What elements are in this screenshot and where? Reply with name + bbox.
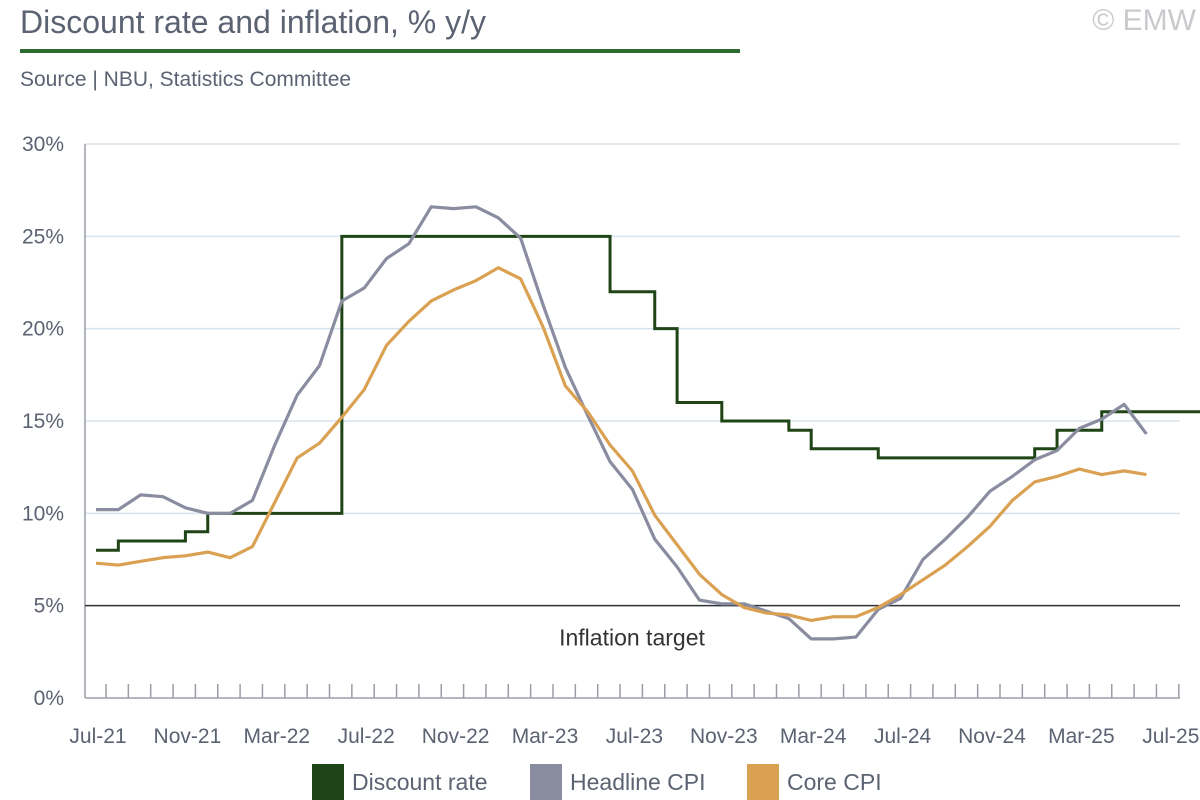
- y-tick-label: 0%: [34, 687, 64, 710]
- x-tick-label: Mar-23: [512, 725, 579, 748]
- x-tick-label: Mar-22: [244, 725, 311, 748]
- chart-title: Discount rate and inflation, % y/y: [20, 4, 487, 40]
- x-tick-label: Jul-24: [874, 725, 932, 748]
- legend-item-discount-rate: Discount rate: [312, 764, 488, 800]
- headline-cpi-line: [96, 205, 1148, 641]
- y-tick-label: 10%: [22, 502, 64, 525]
- legend-item-headline-cpi: Headline CPI: [530, 764, 706, 800]
- legend-label-core-cpi: Core CPI: [787, 768, 882, 795]
- chart-subtitle: Source | NBU, Statistics Committee: [20, 68, 352, 91]
- inflation-target-label: Inflation target: [559, 625, 705, 651]
- x-tick-label: Mar-25: [1048, 725, 1115, 748]
- legend-item-core-cpi: Core CPI: [747, 764, 882, 800]
- legend-swatch-core-cpi: [747, 764, 779, 800]
- y-tick-label: 25%: [22, 225, 64, 248]
- x-tick-label: Mar-24: [780, 725, 847, 748]
- x-tick-label: Jul-22: [338, 725, 395, 748]
- x-tick-label: Jul-25: [1142, 725, 1199, 748]
- y-tick-label: 5%: [34, 595, 64, 618]
- x-tick-label: Nov-22: [422, 725, 490, 748]
- legend-label-headline-cpi: Headline CPI: [570, 768, 706, 795]
- y-tick-label: 30%: [22, 133, 64, 156]
- y-tick-label: 15%: [22, 410, 64, 433]
- title-underline: [20, 49, 740, 53]
- legend-label-discount-rate: Discount rate: [352, 768, 488, 795]
- legend-swatch-headline-cpi: [530, 764, 562, 800]
- legend-swatch-discount-rate: [312, 764, 344, 800]
- chart-legend: Discount rate Headline CPI Core CPI: [0, 764, 1200, 800]
- copyright-watermark: © EMW: [1092, 4, 1196, 37]
- core-cpi-line: [95, 266, 1147, 623]
- x-tick-label: Jul-23: [606, 725, 663, 748]
- x-tick-label: Nov-23: [690, 725, 758, 748]
- x-tick-label: Nov-24: [958, 725, 1026, 748]
- y-tick-label: 20%: [22, 318, 64, 341]
- discount-rate-line: [96, 234, 1200, 552]
- x-tick-label: Nov-21: [154, 725, 222, 748]
- x-tick-label: Jul-21: [69, 725, 126, 748]
- line-chart: 0% 5% 10% 15% 20% 25% 30% Jul-21 Nov-21 Mar-22 Jul…: [22, 133, 1200, 748]
